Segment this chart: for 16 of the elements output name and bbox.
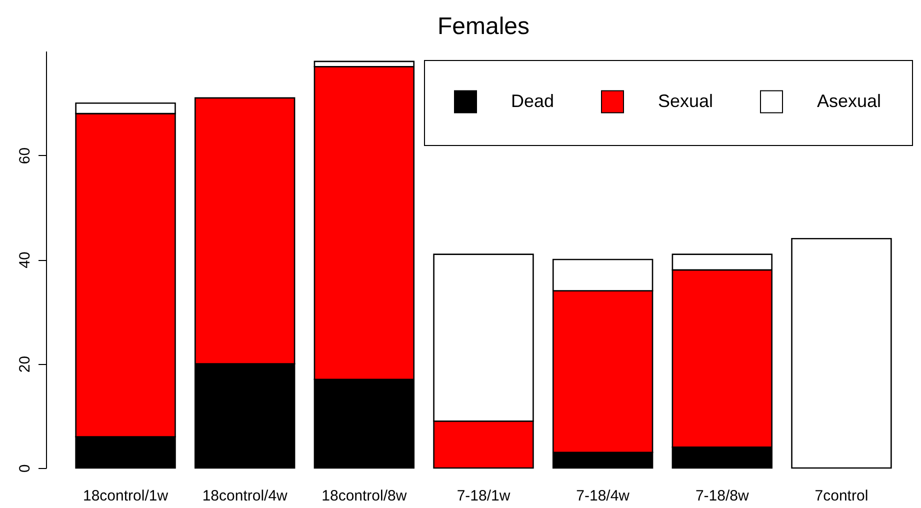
legend-label: Dead (511, 90, 554, 111)
x-tick-label: 7control (814, 488, 868, 504)
y-tick-label: 20 (16, 356, 34, 373)
y-tick-label: 40 (16, 252, 34, 268)
x-tick-label: 7-18/4w (576, 488, 630, 504)
x-tick-label: 18control/1w (83, 488, 168, 504)
x-tick-label: 18control/8w (322, 488, 407, 504)
x-tick-label: 7-18/8w (695, 488, 749, 504)
chart-title: Females (437, 13, 530, 40)
x-tick-label: 7-18/1w (456, 488, 510, 504)
legend-label: Sexual (658, 90, 714, 111)
y-tick-label: 60 (16, 147, 34, 164)
x-tick-label: 18control/4w (202, 488, 288, 504)
legend-label: Asexual (817, 90, 882, 111)
y-tick-label: 0 (16, 464, 34, 473)
bar (791, 238, 892, 469)
